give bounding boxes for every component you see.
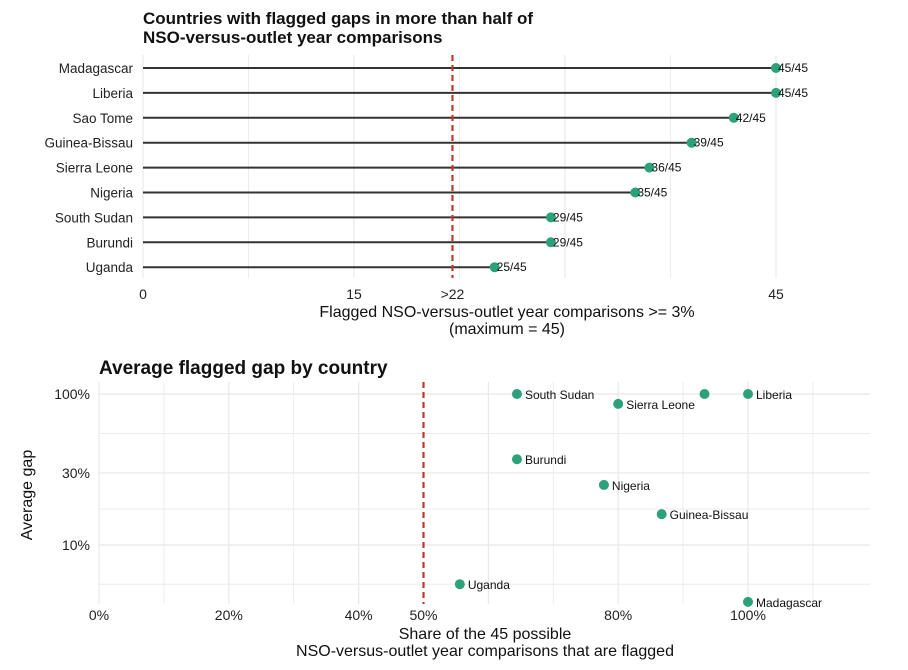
chart2-x-tick-label: 0% (89, 607, 109, 623)
chart1-y-tick-label: Sierra Leone (56, 161, 133, 176)
chart2-point-label: Liberia (756, 388, 792, 402)
chart2-x-tick-label: 40% (345, 607, 373, 623)
chart1-data-label: 45/45 (778, 86, 808, 100)
chart2-x-ticks: 0% 20% 40% 50% 80% 100% (89, 607, 766, 623)
chart1-data-label: 29/45 (553, 210, 583, 224)
chart1-data-label: 36/45 (651, 161, 681, 175)
chart2-point-label: Burundi (525, 453, 566, 467)
chart1-data-label: 42/45 (736, 111, 766, 125)
chart1-y-tick-label: Guinea-Bissau (44, 136, 133, 151)
chart2-y-tick-label: 30% (62, 465, 90, 481)
chart1-marks: 45/45 45/45 42/45 39/45 36/45 35/45 29/45 29/45… (143, 55, 808, 278)
chart2-x-tick-label: 100% (730, 607, 766, 623)
chart2-point-label: South Sudan (525, 388, 594, 402)
chart1-point (644, 162, 655, 173)
chart2-point-label: Uganda (468, 578, 510, 592)
chart1-data-label: 45/45 (778, 61, 808, 75)
chart1-point (545, 237, 556, 248)
chart2-point (656, 509, 667, 520)
chart2-point (743, 596, 753, 607)
chart1-x-tick-label: 15 (346, 286, 362, 302)
chart1-y-tick-label: South Sudan (55, 210, 133, 225)
chart2-point (511, 389, 522, 399)
chart1-data-label: 25/45 (497, 260, 527, 274)
chart1-data-label: 35/45 (637, 186, 667, 200)
chart1-x-tick-label: 45 (768, 286, 784, 302)
chart1-y-tick-label: Liberia (92, 86, 133, 101)
chart1-y-ticks: Madagascar Liberia Sao Tome Guinea-Bissau Si… (44, 61, 133, 275)
chart2-point-label: Guinea-Bissau (670, 508, 749, 522)
chart1-point (771, 63, 781, 73)
chart1-point (686, 137, 697, 148)
chart2-y-ticks: 10% 30% 100% (54, 386, 90, 553)
chart2-title: Average flagged gap by country (99, 358, 388, 379)
chart1-x-tick-label: 0 (139, 286, 147, 302)
chart1-title: Countries with flagged gaps in more than… (143, 9, 533, 28)
chart1-point (630, 187, 641, 198)
chart2-x-tick-label: 80% (604, 607, 632, 623)
chart2-point (699, 389, 710, 399)
chart1-data-label: 39/45 (694, 136, 724, 150)
chart2-y-tick-label: 10% (62, 537, 90, 553)
chart1-point (489, 262, 500, 273)
chart1-y-tick-label: Burundi (86, 235, 133, 250)
chart1-y-tick-label: Madagascar (59, 61, 134, 76)
chart2-point (743, 389, 753, 399)
chart2-x-axis-label-line2: NSO-versus-outlet year comparisons that … (296, 643, 674, 660)
chart2-y-axis-label: Average gap (19, 450, 36, 541)
chart1-y-tick-label: Sao Tome (72, 111, 133, 126)
chart1-point (728, 112, 739, 123)
chart2-point (454, 579, 465, 590)
chart1-x-axis-label: Flagged NSO-versus-outlet year compariso… (319, 304, 694, 321)
chart2-point (613, 398, 624, 409)
chart2-point (598, 479, 609, 490)
chart2-point (511, 454, 522, 465)
chart2-grid (98, 382, 870, 604)
chart1-y-tick-label: Uganda (86, 260, 134, 275)
chart1-x-ticks: 0 15 >22 45 (139, 286, 784, 302)
chart1-point (771, 87, 781, 98)
chart1-y-tick-label: Nigeria (90, 186, 133, 201)
chart2-y-tick-label: 100% (54, 386, 90, 402)
chart2-point-label: Madagascar (756, 596, 822, 610)
chart1-point (545, 212, 556, 223)
chart1-data-label: 29/45 (553, 235, 583, 249)
chart2-x-tick-label: 20% (215, 607, 243, 623)
chart2-point-label: Nigeria (612, 479, 650, 493)
chart2-x-axis-label: Share of the 45 possible (399, 626, 572, 643)
chart1-title-line2: NSO-versus-outlet year comparisons (143, 28, 442, 47)
chart1-x-tick-label: >22 (441, 286, 465, 302)
chart2-marks: South Sudan Liberia Sierra Leone Burundi Nig… (422, 382, 822, 610)
chart1-x-axis-label-line2: (maximum = 45) (449, 321, 565, 338)
chart2-x-tick-label: 50% (409, 607, 437, 623)
chart2-point-label: Sierra Leone (626, 398, 695, 412)
